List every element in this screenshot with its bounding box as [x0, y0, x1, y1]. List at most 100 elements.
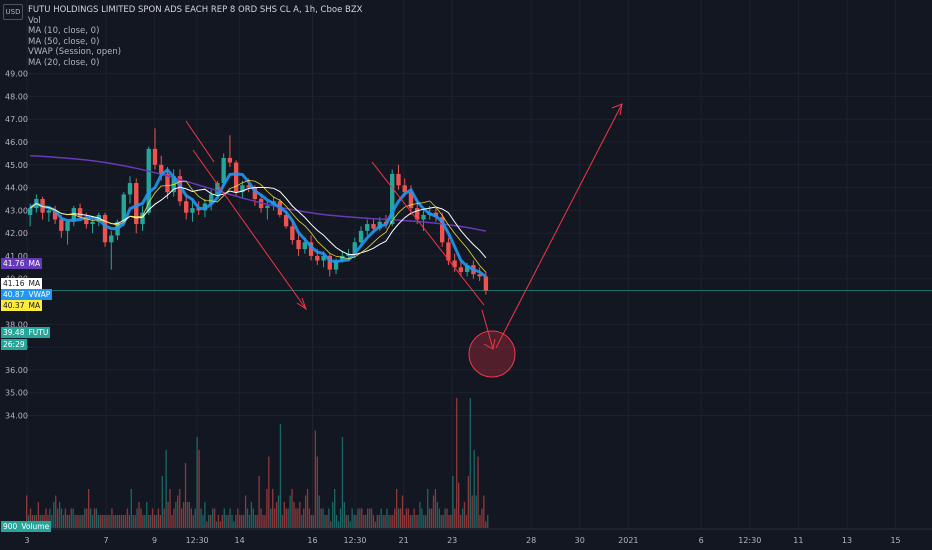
- candle-body: [27, 208, 33, 215]
- y-tick-label: 35.00: [5, 389, 28, 398]
- legend-vwap[interactable]: VWAP (Session, open): [28, 47, 122, 58]
- candle-body: [283, 214, 289, 227]
- candle-body: [246, 185, 251, 188]
- volume-bar: [485, 521, 487, 528]
- volume-bar: [86, 508, 88, 528]
- volume-bar: [97, 515, 100, 528]
- legend-ma20[interactable]: MA (20, close, 0): [28, 57, 100, 68]
- volume-bar: [310, 515, 313, 528]
- volume-bar: [202, 515, 204, 528]
- tag-price-value: 39.48: [1, 327, 27, 338]
- volume-bar: [188, 502, 191, 528]
- candle-body: [327, 255, 332, 270]
- volume-bar: [427, 489, 429, 528]
- volume-bar: [297, 508, 299, 528]
- arrow-head: [611, 103, 623, 116]
- candle-body: [265, 205, 270, 209]
- volume-bar: [430, 508, 433, 528]
- candle-body: [240, 185, 245, 193]
- volume-bar: [335, 515, 338, 528]
- volume-bar: [403, 515, 406, 528]
- volume-bar: [417, 515, 419, 528]
- x-tick-label: 12:30: [343, 536, 366, 545]
- volume-bar: [161, 476, 163, 528]
- volume-bar: [184, 463, 187, 528]
- x-tick-label: 14: [235, 536, 245, 545]
- tag-price: 39.48 FUTU: [1, 327, 51, 338]
- legend-ma50[interactable]: MA (50, close, 0): [28, 36, 100, 47]
- x-tick-label: 3: [24, 536, 29, 545]
- legend-vol[interactable]: Vol: [28, 15, 41, 26]
- currency-label[interactable]: USD: [3, 4, 23, 20]
- candle-body: [415, 208, 420, 220]
- x-tick-label: 28: [526, 536, 536, 545]
- volume-bar: [252, 508, 254, 528]
- volume-bar: [337, 521, 340, 528]
- volume-bar: [258, 476, 260, 528]
- volume-bar: [397, 508, 400, 528]
- volume-bar: [268, 456, 270, 528]
- volume-bar: [227, 515, 229, 528]
- y-tick-label: 45.00: [5, 161, 28, 170]
- volume-bar: [103, 515, 105, 528]
- volume-bar: [442, 515, 444, 528]
- volume-bar: [215, 521, 218, 528]
- legend-ma10[interactable]: MA (10, close, 0): [28, 26, 100, 37]
- volume-bar: [233, 521, 235, 528]
- volume-bar: [314, 430, 316, 528]
- volume-bar: [301, 515, 303, 528]
- candle-body: [464, 265, 470, 272]
- volume-bar: [299, 502, 301, 528]
- candle-body: [227, 157, 233, 163]
- vwap-line: [29, 167, 487, 278]
- volume-bar: [55, 495, 57, 528]
- volume-bar: [357, 508, 359, 528]
- candle-body: [140, 212, 145, 225]
- candle-body: [215, 183, 220, 195]
- volume-bar: [113, 515, 115, 528]
- volume-bar: [142, 515, 144, 528]
- y-tick-label: 44.00: [5, 184, 28, 193]
- tag-vwap: 40.87 VWAP: [1, 289, 53, 300]
- trend-arrow-line: [481, 309, 494, 350]
- volume-bar: [225, 515, 227, 528]
- volume-bar: [471, 495, 473, 528]
- tag-volume: 900 Volume: [1, 521, 52, 532]
- volume-bar: [465, 515, 468, 528]
- candle-body: [59, 219, 64, 231]
- volume-bar: [148, 515, 150, 528]
- tag-ma10-name: MA: [26, 278, 43, 289]
- candle-body: [77, 208, 83, 218]
- volume-bar: [461, 508, 464, 528]
- volume-bar: [122, 515, 125, 528]
- volume-bar: [332, 502, 334, 528]
- volume-bar: [107, 515, 109, 528]
- volume-bar: [173, 508, 175, 528]
- volume-bar: [51, 515, 53, 528]
- volume-bar: [256, 515, 258, 528]
- volume-bar: [419, 502, 421, 528]
- volume-bar: [237, 508, 239, 528]
- x-tick-label: 6: [699, 536, 704, 545]
- candle-body: [52, 210, 58, 220]
- volume-bar: [365, 515, 367, 528]
- volume-bar: [64, 508, 67, 528]
- volume-bar: [190, 508, 193, 528]
- volume-bar: [260, 508, 262, 528]
- volume-bar: [409, 515, 411, 528]
- candle-body: [408, 192, 414, 209]
- candle-body: [84, 217, 89, 225]
- candle-body: [446, 242, 451, 261]
- volume-bar: [407, 508, 409, 528]
- x-tick-label: 15: [890, 536, 900, 545]
- volume-bar: [390, 515, 392, 528]
- volume-bar: [204, 502, 206, 528]
- volume-bar: [58, 502, 61, 528]
- volume-bar: [196, 437, 198, 528]
- volume-bar: [289, 495, 291, 528]
- volume-bar: [454, 508, 456, 528]
- volume-bar: [266, 489, 268, 528]
- volume-bar: [99, 515, 101, 528]
- x-tick-label: 30: [575, 536, 585, 545]
